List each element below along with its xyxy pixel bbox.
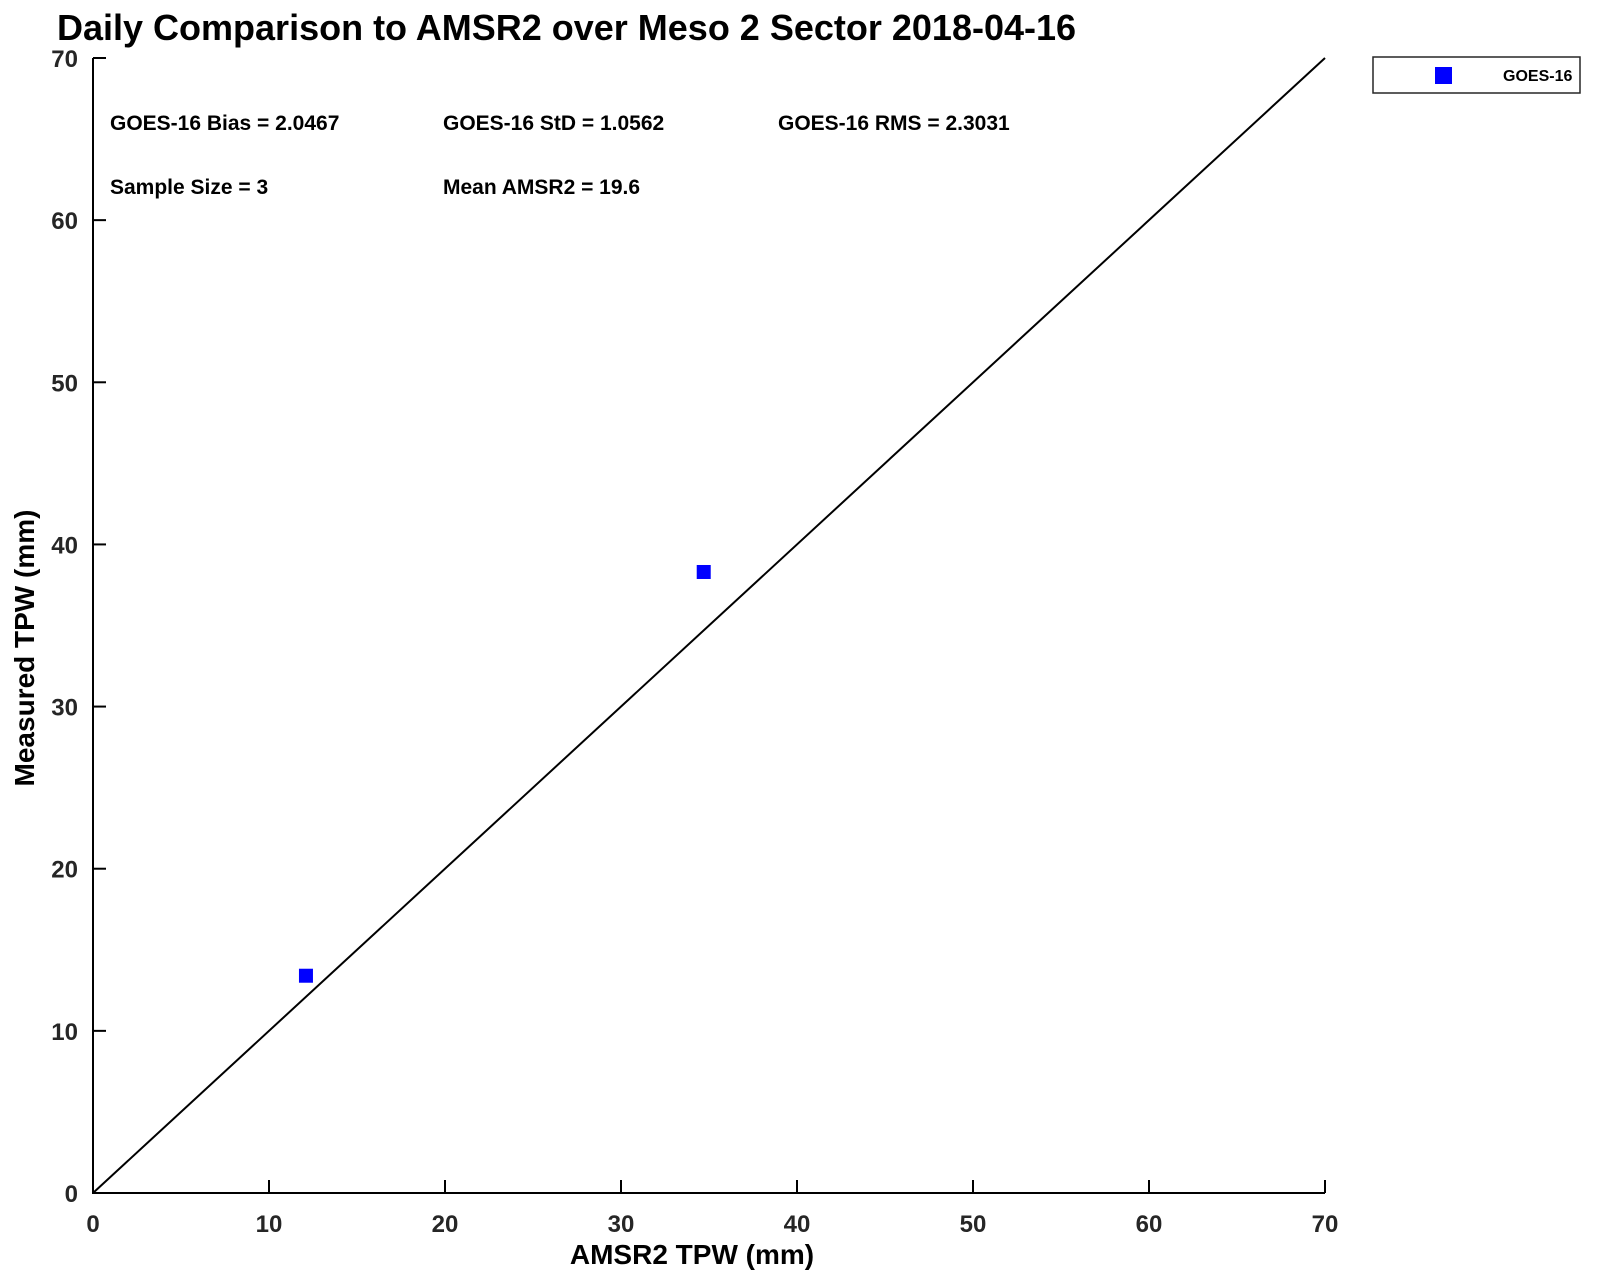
data-point-goes-16 <box>696 564 711 579</box>
y-tick-label: 70 <box>51 46 78 73</box>
y-tick-label: 50 <box>51 370 78 397</box>
stat-annotation: GOES-16 Bias = 2.0467 <box>110 112 339 135</box>
x-tick-label: 70 <box>1312 1211 1339 1238</box>
y-tick-label: 60 <box>51 208 78 235</box>
y-axis-ticks: 0 10 20 30 40 50 60 70 <box>51 46 106 1208</box>
x-axis-ticks: 0 10 20 30 40 50 60 70 <box>86 1180 1338 1238</box>
stat-annotation: GOES-16 StD = 1.0562 <box>443 112 664 135</box>
legend-frame <box>1372 56 1581 94</box>
y-tick-label: 20 <box>51 857 78 884</box>
identity-line <box>92 57 1326 1194</box>
x-tick-label: 20 <box>432 1211 459 1238</box>
scatter-points <box>298 564 711 983</box>
x-axis-label: AMSR2 TPW (mm) <box>570 1239 814 1270</box>
legend-box: GOES-16 <box>1372 56 1581 94</box>
stat-annotation: Mean AMSR2 = 19.6 <box>443 176 640 199</box>
legend-entry-label: GOES-16 <box>1503 68 1572 85</box>
x-tick-label: 10 <box>256 1211 283 1238</box>
y-tick-label: 40 <box>51 532 78 559</box>
stats-annotations: GOES-16 Bias = 2.0467 GOES-16 StD = 1.056… <box>110 112 1010 199</box>
one-to-one-line <box>92 57 1326 1194</box>
y-tick-label: 0 <box>65 1181 78 1208</box>
x-tick-label: 40 <box>784 1211 811 1238</box>
data-point-goes-16 <box>298 968 313 983</box>
y-tick-label: 30 <box>51 695 78 722</box>
x-tick-label: 60 <box>1136 1211 1163 1238</box>
x-tick-label: 30 <box>608 1211 635 1238</box>
stat-annotation: Sample Size = 3 <box>110 176 268 199</box>
chart-title: Daily Comparison to AMSR2 over Meso 2 Se… <box>57 7 1076 48</box>
stat-annotation: GOES-16 RMS = 2.3031 <box>778 112 1010 135</box>
x-tick-label: 50 <box>960 1211 987 1238</box>
legend-marker-square-icon <box>1435 67 1452 84</box>
y-axis-label: Measured TPW (mm) <box>9 510 40 787</box>
x-tick-label: 0 <box>86 1211 99 1238</box>
y-tick-label: 10 <box>51 1019 78 1046</box>
